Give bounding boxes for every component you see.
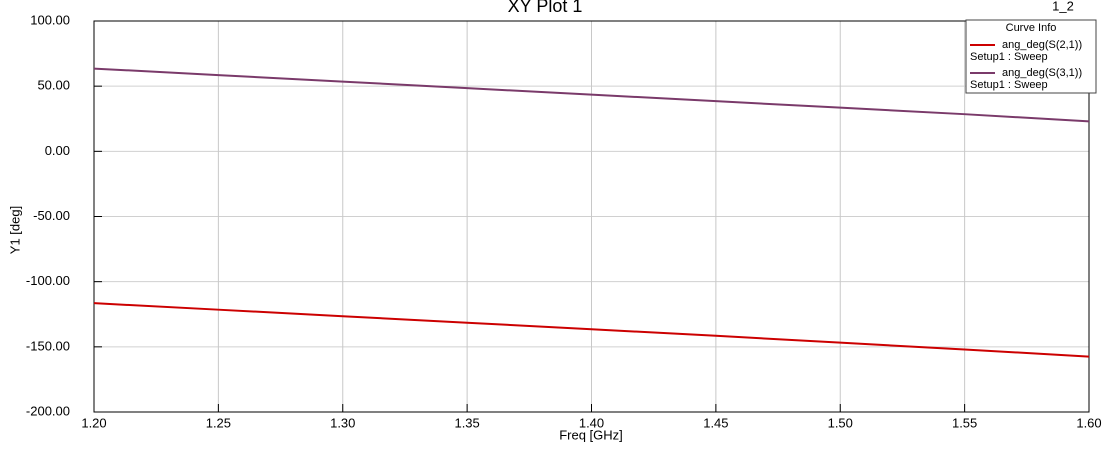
y-tick-label: -200.00 — [26, 403, 70, 418]
plot-frame — [93, 20, 1090, 413]
x-tick-label: 1.25 — [206, 415, 231, 430]
x-tick-label: 1.60 — [1076, 415, 1101, 430]
y-tick-label: -150.00 — [26, 338, 70, 353]
chart-title: XY Plot 1 — [508, 0, 583, 16]
y-tick-label: -50.00 — [33, 208, 70, 223]
x-tick-label: 1.55 — [952, 415, 977, 430]
y-axis-label: Y1 [deg] — [7, 206, 22, 254]
x-tick-label: 1.50 — [828, 415, 853, 430]
y-tick-label: -100.00 — [26, 273, 70, 288]
legend-label: ang_deg(S(2,1)) — [1002, 39, 1082, 51]
legend-solution: Setup1 : Sweep — [970, 79, 1048, 91]
y-tick-label: 50.00 — [37, 78, 70, 93]
x-axis-label: Freq [GHz] — [559, 427, 623, 442]
x-tick-label: 1.40 — [579, 415, 604, 430]
plot-area — [93, 20, 1090, 413]
series-line — [93, 67, 1090, 123]
x-tick-label: 1.35 — [454, 415, 479, 430]
legend: Curve Info ang_deg(S(2,1))Setup1 : Sweep… — [965, 19, 1097, 94]
x-tick-label: 1.30 — [330, 415, 355, 430]
y-tick-label: 0.00 — [45, 143, 70, 158]
y-tick-label: 100.00 — [30, 12, 70, 27]
legend-label: ang_deg(S(3,1)) — [1002, 67, 1082, 79]
plot-id: 1_2 — [1052, 0, 1074, 13]
series-line — [93, 302, 1090, 358]
x-tick-label: 1.20 — [81, 415, 106, 430]
legend-title: Curve Info — [1006, 22, 1057, 34]
legend-box — [965, 19, 1097, 94]
x-tick-label: 1.45 — [703, 415, 728, 430]
legend-solution: Setup1 : Sweep — [970, 51, 1048, 63]
